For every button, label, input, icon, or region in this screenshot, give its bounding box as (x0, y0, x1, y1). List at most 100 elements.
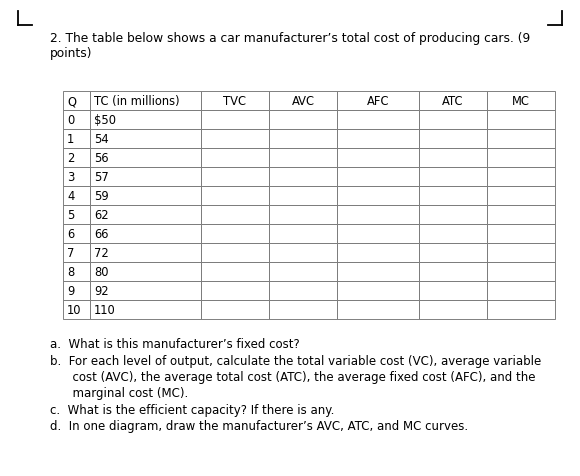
Bar (63, 244, 90, 262)
Bar (487, 168, 555, 187)
Bar (269, 262, 337, 281)
Bar (201, 187, 269, 206)
Bar (487, 111, 555, 130)
Bar (201, 149, 269, 168)
Bar (269, 92, 337, 111)
Text: b.  For each level of output, calculate the total variable cost (VC), average va: b. For each level of output, calculate t… (50, 354, 541, 367)
Text: 3: 3 (67, 170, 74, 184)
Bar (269, 300, 337, 319)
Bar (419, 244, 487, 262)
Text: 72: 72 (94, 247, 109, 259)
Bar (419, 281, 487, 300)
Text: 2: 2 (67, 152, 74, 165)
Text: 10: 10 (67, 303, 82, 317)
Bar (487, 130, 555, 149)
Text: Q: Q (67, 95, 76, 108)
Bar (90, 206, 201, 225)
Bar (90, 262, 201, 281)
Bar (487, 206, 555, 225)
Text: TC (in millions): TC (in millions) (94, 95, 180, 108)
Bar (487, 262, 555, 281)
Bar (201, 262, 269, 281)
Bar (90, 281, 201, 300)
Text: 4: 4 (67, 189, 74, 203)
Text: 7: 7 (67, 247, 74, 259)
Text: AFC: AFC (367, 95, 389, 108)
Text: 0: 0 (67, 114, 74, 127)
Bar (269, 244, 337, 262)
Bar (269, 187, 337, 206)
Bar (63, 168, 90, 187)
Bar (90, 111, 201, 130)
Bar (487, 281, 555, 300)
Bar (337, 206, 419, 225)
Text: MC: MC (512, 95, 530, 108)
Bar (487, 149, 555, 168)
Bar (487, 244, 555, 262)
Bar (337, 262, 419, 281)
Bar (419, 187, 487, 206)
Bar (90, 244, 201, 262)
Bar (90, 225, 201, 244)
Bar (63, 149, 90, 168)
Bar (419, 206, 487, 225)
Text: points): points) (50, 47, 92, 60)
Bar (419, 168, 487, 187)
Text: 66: 66 (94, 228, 108, 240)
Bar (63, 262, 90, 281)
Bar (63, 92, 90, 111)
Bar (63, 225, 90, 244)
Bar (201, 300, 269, 319)
Bar (337, 111, 419, 130)
Bar (63, 281, 90, 300)
Bar (269, 149, 337, 168)
Bar (337, 225, 419, 244)
Bar (90, 300, 201, 319)
Bar (90, 130, 201, 149)
Bar (201, 225, 269, 244)
Text: cost (AVC), the average total cost (ATC), the average fixed cost (AFC), and the: cost (AVC), the average total cost (ATC)… (50, 370, 535, 383)
Bar (337, 168, 419, 187)
Text: TVC: TVC (223, 95, 246, 108)
Text: 8: 8 (67, 266, 74, 278)
Bar (201, 92, 269, 111)
Bar (269, 111, 337, 130)
Bar (419, 92, 487, 111)
Bar (419, 130, 487, 149)
Bar (201, 130, 269, 149)
Bar (419, 300, 487, 319)
Bar (419, 262, 487, 281)
Text: 5: 5 (67, 208, 74, 221)
Text: d.  In one diagram, draw the manufacturer’s AVC, ATC, and MC curves.: d. In one diagram, draw the manufacturer… (50, 419, 468, 432)
Bar (269, 281, 337, 300)
Bar (269, 225, 337, 244)
Bar (419, 149, 487, 168)
Bar (487, 225, 555, 244)
Bar (269, 168, 337, 187)
Text: 57: 57 (94, 170, 109, 184)
Bar (487, 92, 555, 111)
Text: 1: 1 (67, 133, 74, 146)
Text: 6: 6 (67, 228, 74, 240)
Text: 80: 80 (94, 266, 108, 278)
Text: 59: 59 (94, 189, 109, 203)
Bar (337, 300, 419, 319)
Bar (90, 149, 201, 168)
Bar (419, 111, 487, 130)
Bar (337, 149, 419, 168)
Bar (487, 300, 555, 319)
Bar (487, 187, 555, 206)
Bar (201, 206, 269, 225)
Bar (269, 130, 337, 149)
Bar (90, 187, 201, 206)
Bar (201, 281, 269, 300)
Text: c.  What is the efficient capacity? If there is any.: c. What is the efficient capacity? If th… (50, 403, 335, 416)
Bar (90, 168, 201, 187)
Bar (201, 168, 269, 187)
Text: AVC: AVC (291, 95, 314, 108)
Text: 92: 92 (94, 284, 109, 298)
Bar (201, 244, 269, 262)
Text: 9: 9 (67, 284, 74, 298)
Bar (337, 92, 419, 111)
Text: 54: 54 (94, 133, 109, 146)
